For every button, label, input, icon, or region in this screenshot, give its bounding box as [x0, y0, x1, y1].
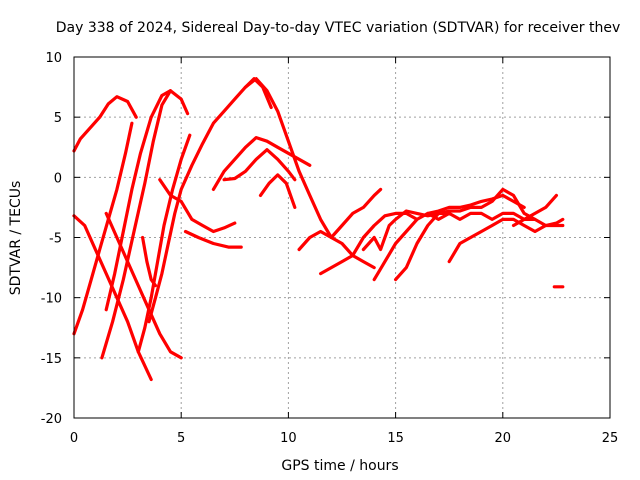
series-layer — [72, 77, 565, 382]
series-s4 — [104, 211, 183, 360]
chart-title: Day 338 of 2024, Sidereal Day-to-day VTE… — [56, 20, 620, 36]
series-s15 — [258, 173, 297, 209]
series-s16 — [297, 187, 383, 252]
series-s11 — [183, 229, 243, 249]
series-s19 — [372, 193, 526, 282]
series-s1 — [72, 95, 138, 153]
x-tick-label: 10 — [280, 431, 297, 446]
series-s20 — [394, 187, 537, 282]
y-axis-label: SDTVAR / TECUs — [8, 181, 24, 296]
y-tick-label: -10 — [41, 292, 62, 307]
tick-layer: 0 5 10 15 20 25 -20 -15 -10 -5 0 5 10 — [41, 51, 619, 446]
series-s2 — [72, 121, 134, 336]
series-s7 — [136, 133, 192, 354]
series-s6 — [100, 89, 173, 360]
y-tick-label: -15 — [41, 352, 62, 367]
y-tick-label: 5 — [54, 111, 62, 126]
x-axis-label: GPS time / hours — [281, 458, 398, 474]
series-s8 — [141, 235, 158, 288]
x-tick-label: 0 — [70, 431, 78, 446]
y-tick-label: 0 — [54, 171, 62, 186]
series-s5 — [104, 89, 190, 312]
y-tick-label: 10 — [45, 51, 62, 66]
x-tick-label: 25 — [602, 431, 619, 446]
x-tick-label: 20 — [495, 431, 512, 446]
series-s23 — [511, 193, 559, 228]
x-tick-label: 5 — [177, 431, 185, 446]
x-tick-label: 15 — [387, 431, 404, 446]
series-s13 — [222, 148, 297, 182]
series-s22 — [426, 211, 565, 228]
series-s10 — [158, 178, 237, 234]
grid-layer — [74, 57, 610, 418]
y-tick-label: -5 — [49, 232, 62, 247]
y-tick-label: -20 — [41, 412, 62, 427]
